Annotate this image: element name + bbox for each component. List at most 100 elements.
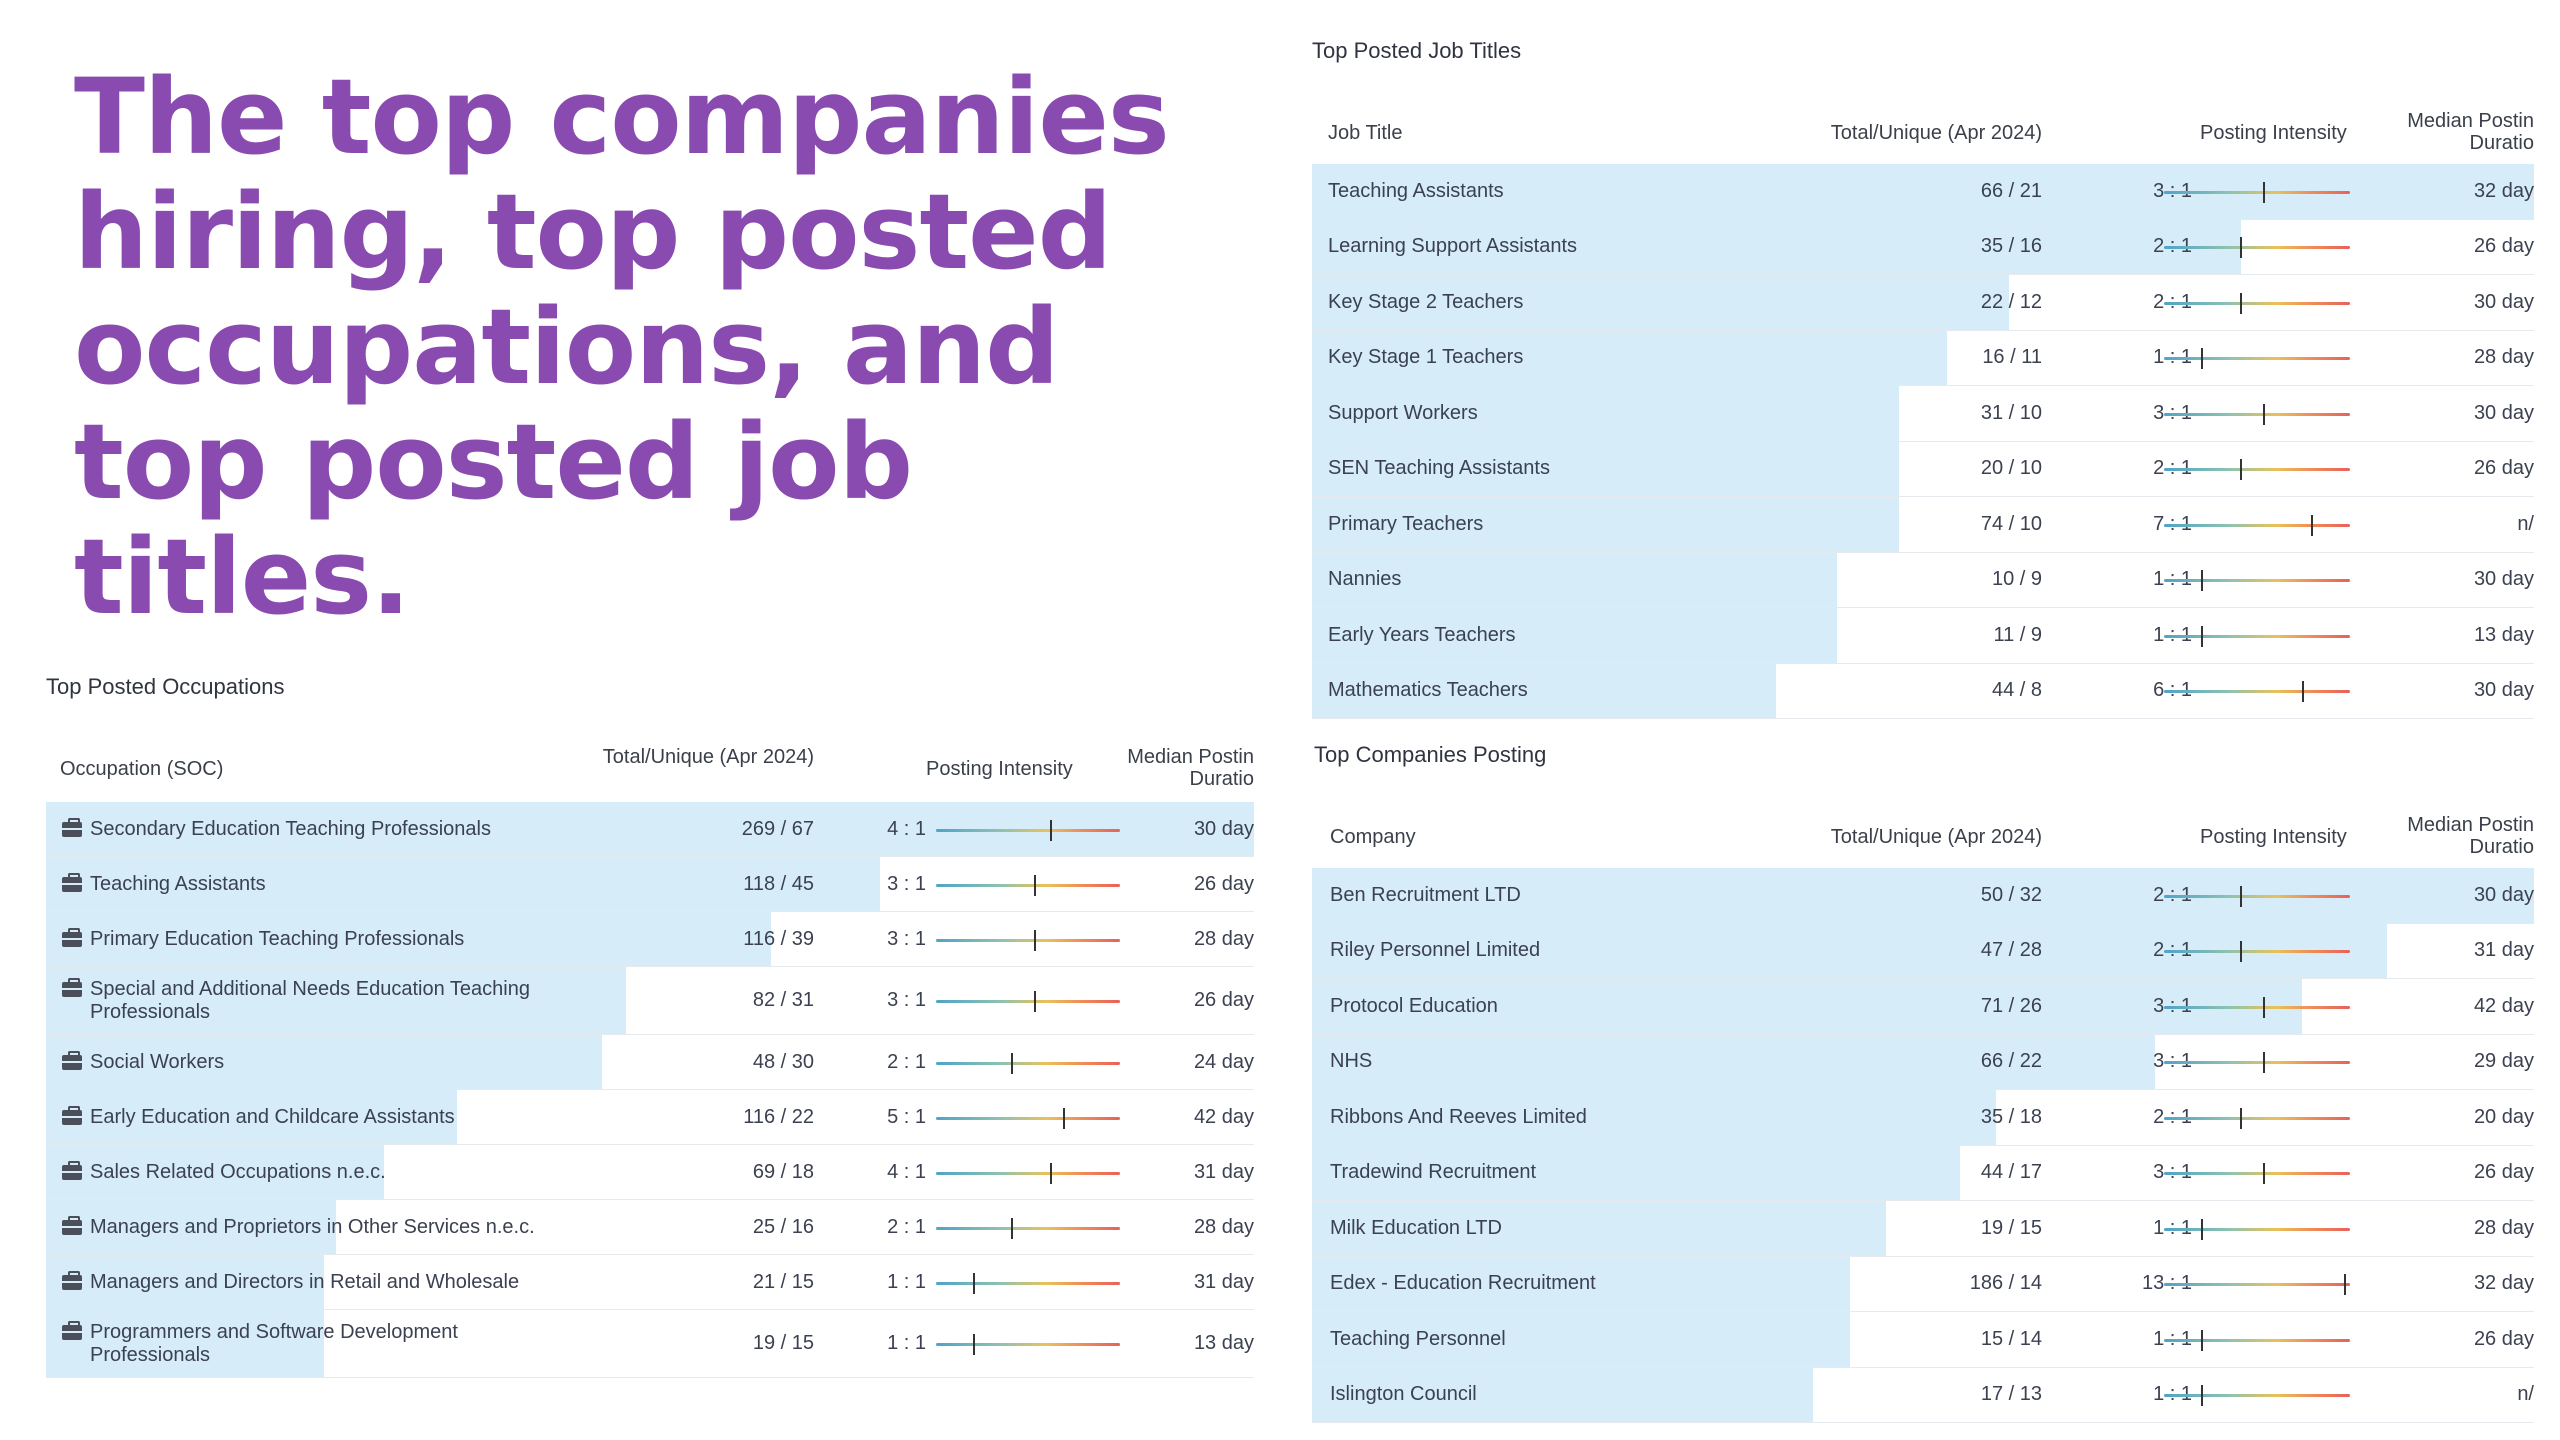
table-row[interactable]: Sales Related Occupations n.e.c. 69 / 18 4…: [46, 1145, 1254, 1200]
row-name[interactable]: Riley Personnel Limited: [1330, 939, 1541, 962]
median-duration-value: 32 day: [2473, 179, 2534, 202]
unique-share-bar: [1312, 1256, 1850, 1311]
column-occupation[interactable]: Occupation (SOC): [60, 758, 224, 780]
table-row[interactable]: Programmers and Software Development Pro…: [46, 1310, 1254, 1378]
row-name[interactable]: Support Workers: [1328, 401, 1478, 424]
row-name[interactable]: Social Workers: [90, 1050, 225, 1073]
unique-share-bar: [46, 1310, 324, 1377]
row-name[interactable]: Managers and Proprietors in Other Servic…: [90, 1215, 535, 1238]
briefcase-icon: [62, 1320, 82, 1340]
intensity-marker: [2240, 292, 2243, 314]
column-posting-intensity[interactable]: Posting Intensity: [2200, 122, 2347, 144]
median-duration-value: 30 day: [2473, 679, 2534, 702]
posting-intensity-gauge: [936, 1052, 1120, 1074]
row-name[interactable]: Early Education and Childcare Assistants: [90, 1105, 455, 1128]
table-row[interactable]: Early Education and Childcare Assistants…: [46, 1090, 1254, 1145]
row-name[interactable]: Nannies: [1328, 568, 1402, 591]
row-name[interactable]: Managers and Directors in Retail and Who…: [90, 1270, 520, 1293]
row-name[interactable]: Primary Teachers: [1328, 512, 1484, 535]
column-total-unique[interactable]: Total/Unique (Apr 2024): [1830, 122, 2042, 144]
row-name[interactable]: NHS: [1330, 1050, 1373, 1073]
row-name[interactable]: Secondary Education Teaching Professiona…: [90, 817, 491, 840]
row-name[interactable]: Milk Education LTD: [1330, 1216, 1502, 1239]
column-median-duration[interactable]: Median Postin Duratio: [2407, 110, 2534, 154]
total-unique-value: 25 / 16: [752, 1215, 814, 1238]
unique-share-bar: [1312, 441, 1899, 496]
total-unique-value: 69 / 18: [752, 1160, 814, 1183]
table-row[interactable]: Teaching Assistants 118 / 45 3 : 1 26 day: [46, 857, 1254, 912]
total-unique-value: 21 / 15: [752, 1270, 814, 1293]
column-posting-intensity[interactable]: Posting Intensity: [926, 758, 1073, 780]
table-row[interactable]: Social Workers 48 / 30 2 : 1 24 day: [46, 1035, 1254, 1090]
total-unique-value: 15 / 14: [1980, 1327, 2042, 1350]
total-unique-value: 22 / 12: [1980, 290, 2042, 313]
column-total-unique[interactable]: Total/Unique (Apr 2024): [602, 746, 814, 768]
row-name[interactable]: Teaching Assistants: [1328, 179, 1504, 202]
posting-intensity-ratio: 3 : 1: [887, 989, 926, 1011]
posting-intensity-gauge: [936, 1217, 1120, 1239]
posting-intensity-gauge: [936, 1107, 1120, 1129]
row-name[interactable]: Ben Recruitment LTD: [1330, 883, 1521, 906]
column-median-duration[interactable]: Median Postin Duratio: [1127, 746, 1254, 790]
table-row[interactable]: Primary Education Teaching Professionals…: [46, 912, 1254, 967]
row-name[interactable]: Ribbons And Reeves Limited: [1330, 1105, 1587, 1128]
row-name[interactable]: Teaching Assistants: [90, 872, 266, 895]
intensity-marker: [1034, 929, 1037, 951]
row-name[interactable]: Edex - Education Recruitment: [1330, 1272, 1596, 1295]
row-name[interactable]: Early Years Teachers: [1328, 623, 1516, 646]
unique-share-bar: [46, 1255, 324, 1309]
table-row[interactable]: Managers and Directors in Retail and Who…: [46, 1255, 1254, 1310]
median-duration-value: 32 day: [2473, 1272, 2534, 1295]
column-total-unique[interactable]: Total/Unique (Apr 2024): [1830, 826, 2042, 848]
total-unique-value: 20 / 10: [1980, 457, 2042, 480]
briefcase-icon: [62, 977, 82, 997]
row-name[interactable]: Key Stage 1 Teachers: [1328, 346, 1524, 369]
row-name[interactable]: Tradewind Recruitment: [1330, 1161, 1537, 1184]
median-duration-value: 31 day: [1193, 1270, 1254, 1293]
row-name[interactable]: Protocol Education: [1330, 994, 1498, 1017]
column-company[interactable]: Company: [1330, 826, 1416, 848]
table-row[interactable]: Secondary Education Teaching Professiona…: [46, 802, 1254, 857]
row-name[interactable]: Learning Support Assistants: [1328, 235, 1578, 258]
column-posting-intensity[interactable]: Posting Intensity: [2200, 826, 2347, 848]
column-job-title[interactable]: Job Title: [1328, 122, 1403, 144]
row-name[interactable]: Islington Council: [1330, 1383, 1477, 1406]
row-name[interactable]: SEN Teaching Assistants: [1328, 457, 1550, 480]
row-name[interactable]: Programmers and Software Development Pro…: [90, 1320, 458, 1366]
row-name[interactable]: Mathematics Teachers: [1328, 679, 1528, 702]
table-row[interactable]: Managers and Proprietors in Other Servic…: [46, 1200, 1254, 1255]
posting-intensity-gauge: [2164, 996, 2350, 1018]
row-name[interactable]: Teaching Personnel: [1330, 1327, 1506, 1350]
posting-intensity-gauge: [2164, 181, 2350, 203]
row-name[interactable]: Sales Related Occupations n.e.c.: [90, 1160, 386, 1183]
row-name[interactable]: Special and Additional Needs Education T…: [90, 977, 530, 1023]
column-median-duration[interactable]: Median Postin Duratio: [2407, 814, 2534, 858]
unique-share-bar: [1312, 1201, 1887, 1256]
row-name[interactable]: Primary Education Teaching Professionals: [90, 927, 465, 950]
companies-title: Top Companies Posting: [1314, 742, 1547, 767]
table-row[interactable]: Special and Additional Needs Education T…: [46, 967, 1254, 1035]
row-name[interactable]: Key Stage 2 Teachers: [1328, 290, 1524, 313]
posting-intensity-gauge: [936, 819, 1120, 841]
posting-intensity-gauge: [2164, 292, 2350, 314]
